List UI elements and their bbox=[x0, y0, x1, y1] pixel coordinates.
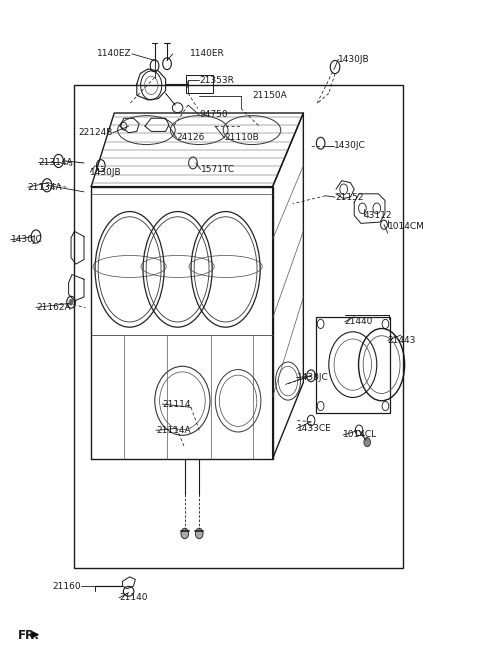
Text: 1140EZ: 1140EZ bbox=[97, 49, 132, 58]
Text: 24126: 24126 bbox=[177, 133, 205, 143]
Text: 21440: 21440 bbox=[345, 317, 373, 327]
Text: 1014CM: 1014CM bbox=[388, 222, 425, 231]
Text: 1430JB: 1430JB bbox=[338, 55, 370, 64]
Text: 94750: 94750 bbox=[199, 110, 228, 120]
Text: 21443: 21443 bbox=[388, 336, 416, 345]
Circle shape bbox=[181, 528, 189, 539]
Text: 21110B: 21110B bbox=[225, 133, 259, 143]
Bar bbox=[186, 75, 213, 93]
Text: 21114A: 21114A bbox=[156, 426, 191, 435]
Text: 43112: 43112 bbox=[364, 211, 392, 220]
Text: 22124B: 22124B bbox=[78, 128, 113, 137]
Bar bbox=[316, 317, 390, 413]
Text: 21150A: 21150A bbox=[252, 91, 287, 101]
Text: 1571TC: 1571TC bbox=[201, 165, 235, 174]
Circle shape bbox=[195, 528, 203, 539]
Text: 1433CE: 1433CE bbox=[297, 424, 331, 433]
Text: 21140: 21140 bbox=[119, 593, 147, 602]
Text: 1430JC: 1430JC bbox=[11, 235, 42, 244]
Text: 21152: 21152 bbox=[335, 193, 363, 202]
Circle shape bbox=[364, 438, 371, 447]
Text: 21162A: 21162A bbox=[36, 303, 71, 312]
Text: FR.: FR. bbox=[18, 629, 40, 643]
Text: 1430JC: 1430JC bbox=[297, 373, 328, 382]
Circle shape bbox=[69, 299, 73, 306]
Text: 1140ER: 1140ER bbox=[190, 49, 224, 58]
Text: 21353R: 21353R bbox=[199, 76, 234, 85]
Text: 1430JB: 1430JB bbox=[90, 168, 122, 177]
Text: 21114: 21114 bbox=[162, 399, 191, 409]
Text: 1014CL: 1014CL bbox=[343, 430, 377, 440]
Text: 1430JC: 1430JC bbox=[334, 141, 365, 150]
Text: 21134A: 21134A bbox=[28, 183, 62, 192]
Bar bbox=[74, 85, 403, 568]
Text: 21314A: 21314A bbox=[38, 158, 73, 167]
Text: 21160: 21160 bbox=[52, 581, 81, 591]
